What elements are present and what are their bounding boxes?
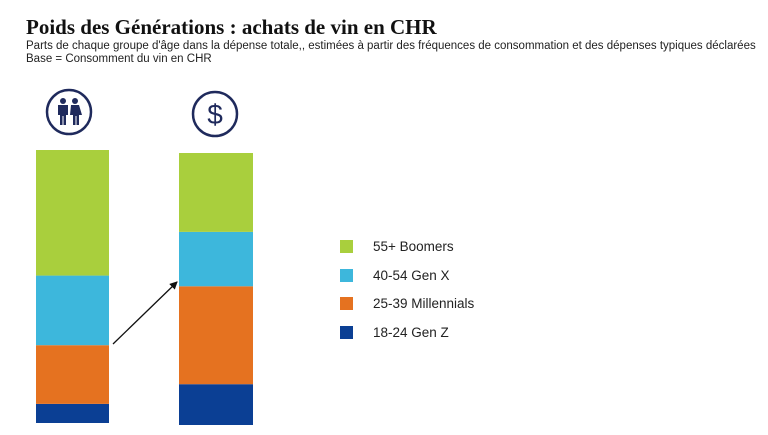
bar-segment-2-25-39-millennials	[179, 286, 253, 385]
chart-title: Poids des Générations : achats de vin en…	[26, 15, 437, 39]
legend-label: 18-24 Gen Z	[373, 324, 449, 340]
legend-item: 18-24 Gen Z	[340, 318, 474, 347]
legend-swatch	[340, 239, 353, 253]
legend-item: 40-54 Gen X	[340, 261, 474, 290]
legend-swatch	[340, 297, 353, 311]
bar-segment-1-25-39-millennials	[36, 345, 109, 404]
people-icon	[45, 88, 93, 136]
legend-label: 25-39 Millennials	[373, 296, 475, 312]
base-note: Base = Consomment du vin en CHR	[26, 53, 212, 65]
stacked-bars	[36, 150, 253, 425]
bar-segment-2-55-boomers	[179, 153, 253, 232]
bar-segment-1-55-boomers	[36, 150, 109, 276]
legend: 55+ Boomers 40-54 Gen X 25-39 Millennials 1…	[340, 232, 474, 347]
legend-swatch	[340, 325, 353, 339]
bar-segment-2-40-54-gen-x	[179, 231, 253, 287]
legend-item: 25-39 Millennials	[340, 289, 474, 318]
legend-label: 55+ Boomers	[373, 238, 454, 254]
bar-segment-1-18-24-gen-z	[36, 403, 109, 423]
chart-subtitle: Parts de chaque groupe d'âge dans la dép…	[26, 40, 756, 52]
legend-label: 40-54 Gen X	[373, 267, 450, 283]
legend-swatch	[340, 268, 353, 282]
svg-text:$: $	[207, 99, 223, 130]
bar-segment-1-40-54-gen-x	[36, 275, 109, 346]
dollar-icon: $	[191, 90, 239, 138]
legend-item: 55+ Boomers	[340, 232, 474, 261]
trend-arrow	[112, 281, 178, 345]
bar-segment-2-18-24-gen-z	[179, 384, 253, 425]
